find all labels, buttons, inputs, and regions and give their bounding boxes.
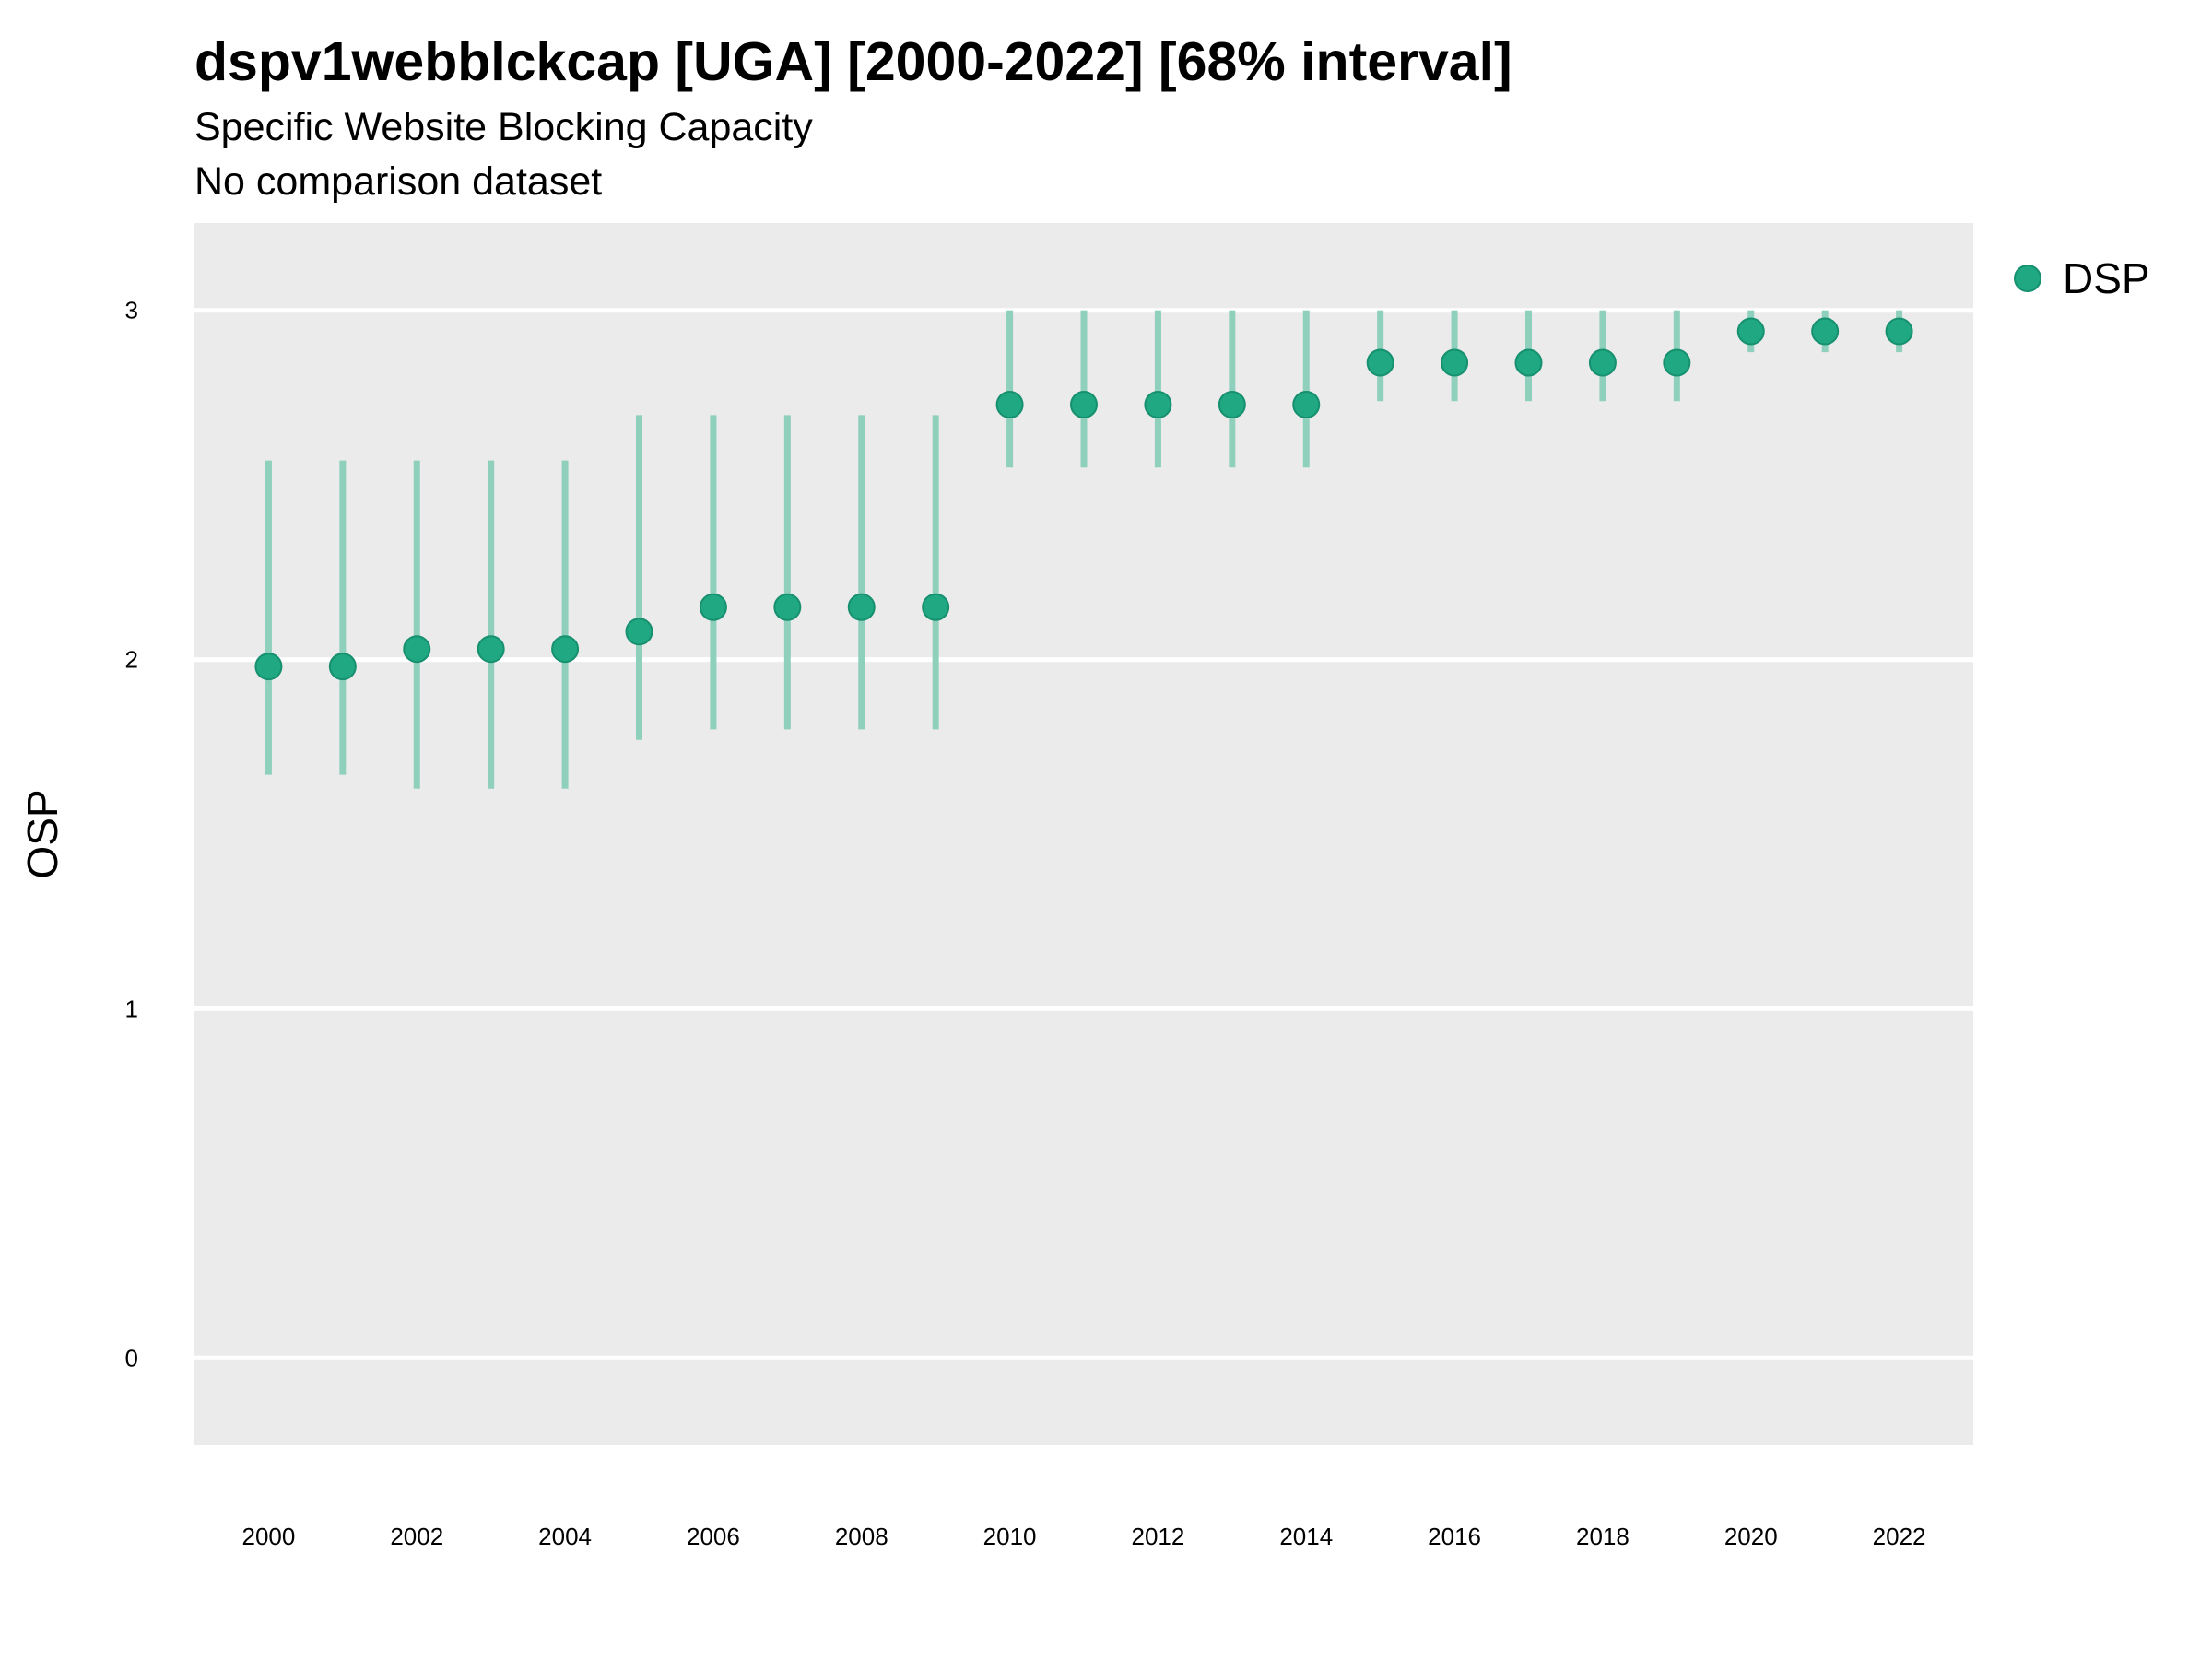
- data-point: [1588, 348, 1617, 377]
- chart-title: dspv1webblckcap [UGA] [2000-2022] [68% i…: [194, 31, 1512, 92]
- data-point: [551, 635, 580, 664]
- data-point: [1218, 391, 1246, 419]
- interval-bars: [265, 310, 1903, 789]
- data-point: [1811, 317, 1840, 346]
- data-point: [773, 593, 802, 621]
- legend: DSP: [2014, 254, 2150, 302]
- x-tick-label: 2000: [241, 1523, 295, 1550]
- x-tick-label: 2008: [835, 1523, 888, 1550]
- data-point: [403, 635, 431, 664]
- x-tick-label: 2016: [1428, 1523, 1481, 1550]
- data-point: [922, 593, 950, 621]
- data-points: [254, 317, 1913, 681]
- x-tick-label: 2006: [687, 1523, 740, 1550]
- data-point: [1663, 348, 1691, 377]
- x-tick-label: 2020: [1724, 1523, 1778, 1550]
- chart-subtitle-secondary: No comparison dataset: [194, 159, 603, 204]
- data-point: [699, 593, 727, 621]
- data-point: [1292, 391, 1321, 419]
- y-tick-label: 3: [125, 297, 138, 324]
- x-tick-label: 2018: [1576, 1523, 1630, 1550]
- x-tick-labels: 2000 2002 2004 2006 2008 2010 2012 2014 2016 2018…: [241, 1523, 1925, 1550]
- data-point: [1144, 391, 1172, 419]
- x-tick-label: 2004: [538, 1523, 592, 1550]
- data-point: [1366, 348, 1394, 377]
- data-point: [477, 635, 505, 664]
- y-tick-label: 1: [125, 994, 138, 1022]
- chart-subtitle: Specific Website Blocking Capacity: [194, 105, 813, 149]
- data-point: [1441, 348, 1469, 377]
- x-tick-label: 2010: [983, 1523, 1037, 1550]
- y-tick-label: 0: [125, 1344, 138, 1371]
- data-point: [1070, 391, 1098, 419]
- data-point: [1514, 348, 1543, 377]
- legend-label-dsp: DSP: [2063, 254, 2150, 302]
- data-point: [995, 391, 1024, 419]
- legend-swatch-dsp: [2014, 265, 2041, 292]
- data-point: [328, 653, 357, 681]
- x-tick-label: 2014: [1279, 1523, 1333, 1550]
- data-point: [1736, 317, 1765, 346]
- data-point: [625, 618, 653, 646]
- y-axis-title: OSP: [18, 789, 66, 878]
- x-tick-label: 2022: [1873, 1523, 1926, 1550]
- y-tick-labels: 0 1 2 3: [125, 297, 138, 1372]
- data-point: [1885, 317, 1913, 346]
- x-tick-label: 2002: [390, 1523, 443, 1550]
- x-tick-label: 2012: [1131, 1523, 1184, 1550]
- y-tick-label: 2: [125, 646, 138, 674]
- data-point: [847, 593, 876, 621]
- data-point: [254, 653, 283, 681]
